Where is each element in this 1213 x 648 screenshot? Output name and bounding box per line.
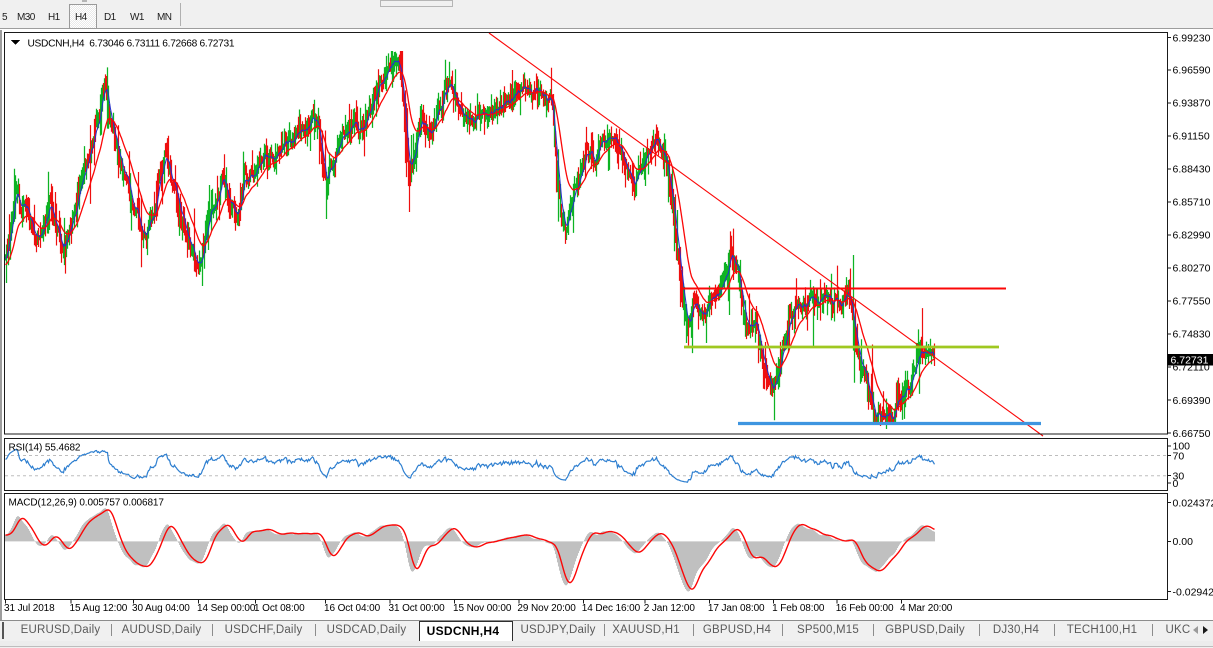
svg-text:17 Jan 08:00: 17 Jan 08:00: [708, 603, 765, 614]
svg-text:6.96590: 6.96590: [1173, 65, 1211, 77]
svg-text:14 Sep 00:00: 14 Sep 00:00: [197, 603, 256, 614]
svg-text:6.74830: 6.74830: [1173, 329, 1211, 341]
svg-text:15 Nov 00:00: 15 Nov 00:00: [453, 603, 512, 614]
svg-text:6.72731: 6.72731: [1171, 354, 1209, 366]
svg-text:MACD(12,26,9) 0.005757 0.00681: MACD(12,26,9) 0.005757 0.006817: [9, 498, 165, 509]
svg-text:15 Aug 12:00: 15 Aug 12:00: [70, 603, 128, 614]
svg-text:0: 0: [1173, 478, 1179, 490]
svg-text:6.80270: 6.80270: [1173, 263, 1211, 275]
svg-text:4 Mar 20:00: 4 Mar 20:00: [900, 603, 953, 614]
svg-text:6.85710: 6.85710: [1173, 197, 1211, 209]
svg-text:31 Oct 00:00: 31 Oct 00:00: [389, 603, 446, 614]
svg-text:16 Feb 00:00: 16 Feb 00:00: [836, 603, 894, 614]
svg-text:29 Nov 20:00: 29 Nov 20:00: [517, 603, 576, 614]
svg-text:30 Aug 04:00: 30 Aug 04:00: [132, 603, 190, 614]
svg-text:RSI(14) 55.4682: RSI(14) 55.4682: [9, 443, 81, 454]
svg-text:31 Jul 2018: 31 Jul 2018: [4, 603, 55, 614]
svg-text:6.99230: 6.99230: [1173, 33, 1211, 45]
svg-text:0.024372: 0.024372: [1173, 498, 1213, 510]
svg-text:6.93870: 6.93870: [1173, 98, 1211, 110]
svg-text:6.66750: 6.66750: [1173, 428, 1211, 440]
svg-text:70: 70: [1173, 450, 1185, 462]
svg-text:2 Jan 12:00: 2 Jan 12:00: [644, 603, 696, 614]
svg-text:6.88430: 6.88430: [1173, 164, 1211, 176]
svg-text:14 Dec 16:00: 14 Dec 16:00: [582, 603, 641, 614]
svg-text:6.82990: 6.82990: [1173, 230, 1211, 242]
svg-text:0.00: 0.00: [1173, 536, 1194, 548]
svg-text:6.77550: 6.77550: [1173, 296, 1211, 308]
svg-text:1 Oct 08:00: 1 Oct 08:00: [254, 603, 305, 614]
svg-text:USDCNH,H4 6.73046 6.73111 6.7: USDCNH,H4 6.73046 6.73111 6.72668 6.7273…: [28, 39, 235, 50]
svg-text:6.91150: 6.91150: [1173, 131, 1210, 143]
svg-text:16 Oct 04:00: 16 Oct 04:00: [324, 603, 381, 614]
svg-text:1 Feb 08:00: 1 Feb 08:00: [772, 603, 825, 614]
svg-text:6.69390: 6.69390: [1173, 395, 1211, 407]
